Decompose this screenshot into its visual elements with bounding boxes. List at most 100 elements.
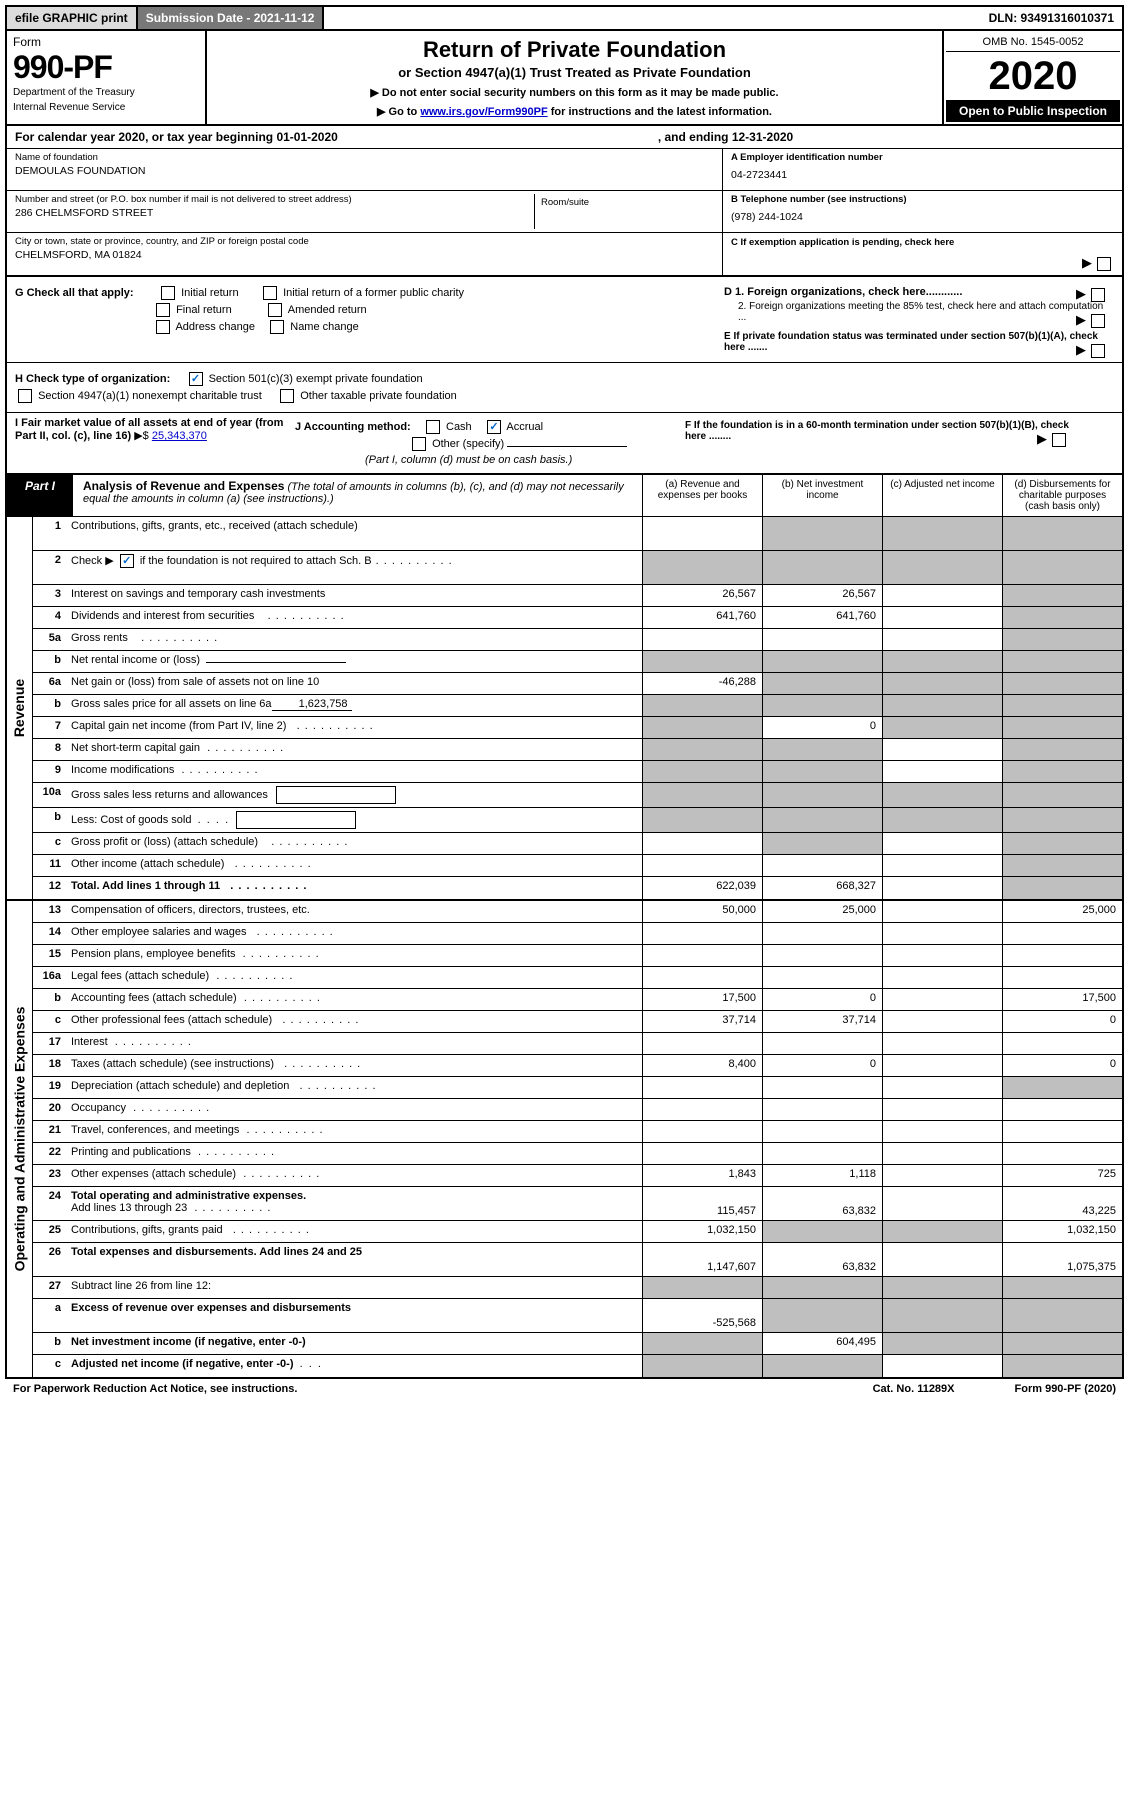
city-label: City or town, state or province, country… [15, 236, 714, 247]
f-checkbox[interactable] [1052, 433, 1066, 447]
r25-a: 1,032,150 [642, 1221, 762, 1242]
notice-prefix: ▶ Go to [377, 106, 420, 118]
cash-checkbox[interactable] [426, 420, 440, 434]
exemption-pending-cell: C If exemption application is pending, c… [723, 233, 1122, 275]
final-return-label: Final return [176, 304, 232, 316]
col-a-header: (a) Revenue and expenses per books [642, 475, 762, 516]
r16c-desc: Other professional fees (attach schedule… [67, 1011, 642, 1032]
r10a-desc: Gross sales less returns and allowances [67, 783, 642, 807]
name-change-checkbox[interactable] [270, 320, 284, 334]
notice-ssn: ▶ Do not enter social security numbers o… [213, 86, 936, 99]
cash-label: Cash [446, 421, 472, 433]
d2-checkbox[interactable] [1091, 314, 1105, 328]
form-subtitle: or Section 4947(a)(1) Trust Treated as P… [213, 65, 936, 80]
r3-a: 26,567 [642, 585, 762, 606]
form-header: Form 990-PF Department of the Treasury I… [5, 31, 1124, 126]
r27b-b: 604,495 [762, 1333, 882, 1354]
fmv-link[interactable]: 25,343,370 [152, 430, 207, 442]
r4-b: 641,760 [762, 607, 882, 628]
accrual-checkbox[interactable] [487, 420, 501, 434]
r26-a: 1,147,607 [642, 1243, 762, 1276]
other-method-checkbox[interactable] [412, 437, 426, 451]
r18-b: 0 [762, 1055, 882, 1076]
addr-label: Number and street (or P.O. box number if… [15, 194, 534, 205]
form-title: Return of Private Foundation [213, 37, 936, 63]
schb-checkbox[interactable] [120, 554, 134, 568]
r16b-b: 0 [762, 989, 882, 1010]
addr-change-label: Address change [175, 321, 255, 333]
header-right: OMB No. 1545-0052 2020 Open to Public In… [942, 31, 1122, 124]
h-label: H Check type of organization: [15, 373, 170, 385]
r5b-desc: Net rental income or (loss) [67, 651, 642, 672]
r3-b: 26,567 [762, 585, 882, 606]
r13-a: 50,000 [642, 901, 762, 922]
r24-a: 115,457 [642, 1187, 762, 1220]
r14-desc: Other employee salaries and wages [67, 923, 642, 944]
expenses-side-label: Operating and Administrative Expenses [7, 901, 33, 1377]
r15-desc: Pension plans, employee benefits [67, 945, 642, 966]
r2-desc: Check ▶ if the foundation is not require… [67, 551, 642, 584]
r4-a: 641,760 [642, 607, 762, 628]
e-checkbox[interactable] [1091, 344, 1105, 358]
section-ijf: I Fair market value of all assets at end… [5, 413, 1124, 475]
other-taxable-label: Other taxable private foundation [300, 390, 457, 402]
instructions-link[interactable]: www.irs.gov/Form990PF [420, 106, 547, 118]
omb-number: OMB No. 1545-0052 [946, 33, 1120, 52]
tel-cell: B Telephone number (see instructions) (9… [723, 191, 1122, 233]
r16c-b: 37,714 [762, 1011, 882, 1032]
r16a-desc: Legal fees (attach schedule) [67, 967, 642, 988]
initial-return-checkbox[interactable] [161, 286, 175, 300]
addr-change-checkbox[interactable] [156, 320, 170, 334]
header-left: Form 990-PF Department of the Treasury I… [7, 31, 207, 124]
part1-desc: Analysis of Revenue and Expenses (The to… [73, 475, 642, 516]
amended-checkbox[interactable] [268, 303, 282, 317]
r3-desc: Interest on savings and temporary cash i… [67, 585, 642, 606]
form-label: Form [13, 35, 199, 49]
r16c-d: 0 [1002, 1011, 1122, 1032]
revenue-grid: Revenue 1Contributions, gifts, grants, e… [5, 517, 1124, 901]
r24-d: 43,225 [1002, 1187, 1122, 1220]
accrual-label: Accrual [506, 421, 543, 433]
r5a-desc: Gross rents [67, 629, 642, 650]
other-taxable-checkbox[interactable] [280, 389, 294, 403]
r4-desc: Dividends and interest from securities [67, 607, 642, 628]
d1-label: D 1. Foreign organizations, check here..… [724, 286, 962, 298]
notice-link-row: ▶ Go to www.irs.gov/Form990PF for instru… [213, 105, 936, 118]
s501c3-checkbox[interactable] [189, 372, 203, 386]
form-ref: Form 990-PF (2020) [1015, 1383, 1116, 1395]
initial-return-label: Initial return [181, 287, 238, 299]
initial-former-label: Initial return of a former public charit… [283, 287, 464, 299]
r27-desc: Subtract line 26 from line 12: [67, 1277, 642, 1298]
r27a-a: -525,568 [642, 1299, 762, 1332]
i-arrow: ▶$ [134, 430, 149, 442]
exemption-checkbox[interactable] [1097, 257, 1111, 271]
r16b-d: 17,500 [1002, 989, 1122, 1010]
c-label: C If exemption application is pending, c… [731, 237, 954, 248]
final-return-checkbox[interactable] [156, 303, 170, 317]
irs-label: Internal Revenue Service [13, 102, 199, 113]
r21-desc: Travel, conferences, and meetings [67, 1121, 642, 1142]
initial-former-checkbox[interactable] [263, 286, 277, 300]
revenue-side-label: Revenue [7, 517, 33, 899]
col-b-header: (b) Net investment income [762, 475, 882, 516]
dln: DLN: 93491316010371 [981, 7, 1122, 29]
notice-suffix: for instructions and the latest informat… [548, 106, 772, 118]
r23-a: 1,843 [642, 1165, 762, 1186]
s4947-checkbox[interactable] [18, 389, 32, 403]
form-number: 990-PF [13, 51, 199, 83]
efile-print-button[interactable]: efile GRAPHIC print [7, 7, 138, 29]
d1-checkbox[interactable] [1091, 288, 1105, 302]
arrow-icon: ▶ [1082, 255, 1092, 270]
col-c-header: (c) Adjusted net income [882, 475, 1002, 516]
r10b-desc: Less: Cost of goods sold . . . . [67, 808, 642, 832]
ein-label: A Employer identification number [731, 152, 1114, 163]
j-note: (Part I, column (d) must be on cash basi… [295, 454, 645, 466]
r8-desc: Net short-term capital gain [67, 739, 642, 760]
r25-desc: Contributions, gifts, grants paid [67, 1221, 642, 1242]
ein-value: 04-2723441 [731, 169, 1114, 181]
r1-desc: Contributions, gifts, grants, etc., rece… [67, 517, 642, 550]
r13-d: 25,000 [1002, 901, 1122, 922]
r11-desc: Other income (attach schedule) [67, 855, 642, 876]
foundation-name: DEMOULAS FOUNDATION [15, 165, 714, 177]
r16b-desc: Accounting fees (attach schedule) [67, 989, 642, 1010]
